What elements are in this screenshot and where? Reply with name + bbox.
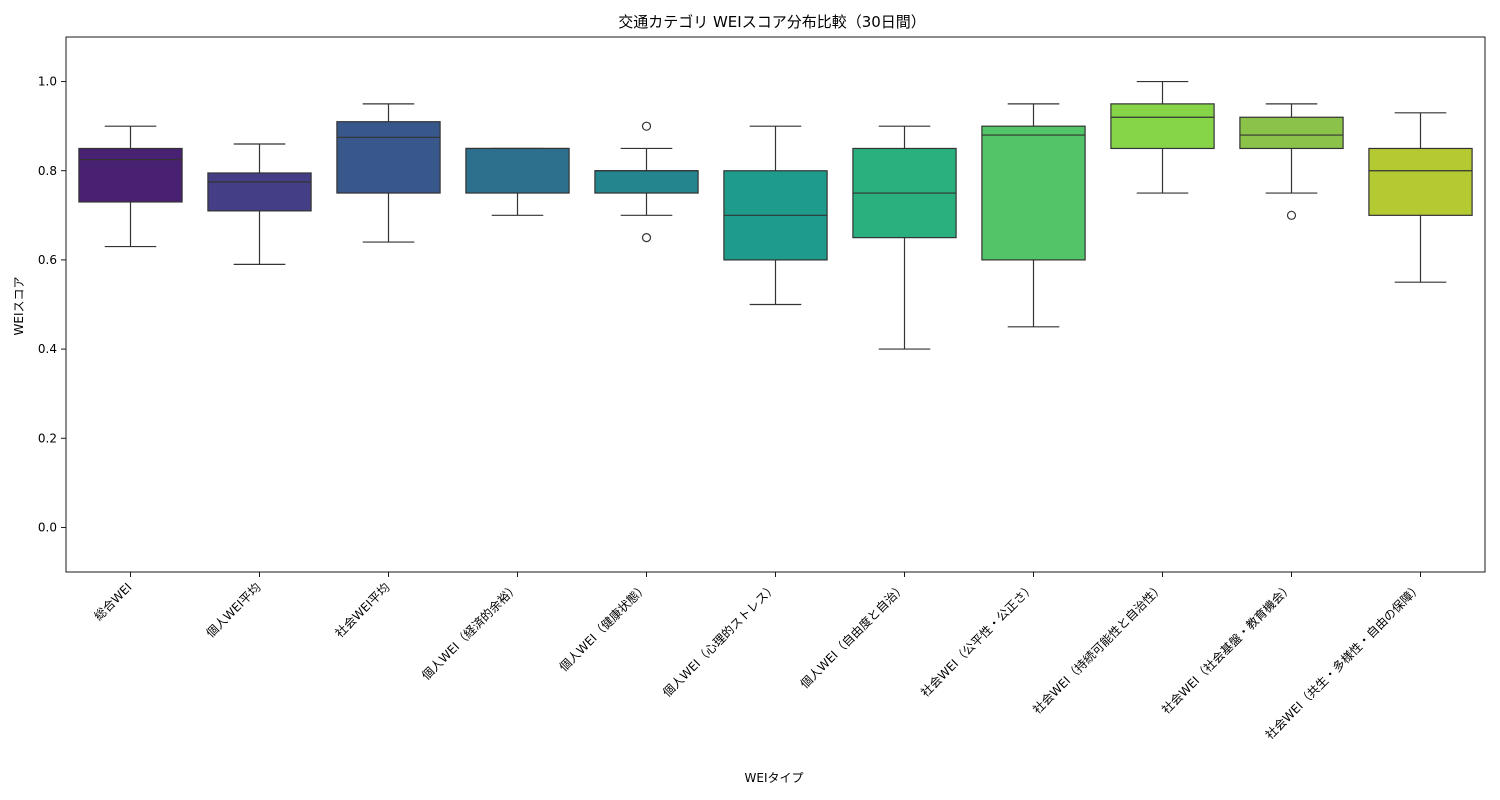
box-iqr: [336, 121, 441, 194]
outlier-point: [1286, 210, 1297, 220]
y-axis-label: WEIスコア: [12, 277, 26, 336]
box-iqr: [981, 125, 1086, 261]
box-iqr: [1368, 147, 1473, 216]
x-tick-label: 社会WEI（社会基盤・教育機会）: [1158, 580, 1295, 717]
x-tick-label: 社会WEI（持続可能性と自治性）: [1029, 580, 1166, 717]
box-iqr: [1239, 116, 1344, 150]
y-tick-label: 0.2: [38, 431, 57, 445]
x-tick-label: 総合WEI: [91, 580, 135, 624]
x-tick-label: 社会WEI平均: [332, 580, 393, 641]
x-tick-label: 個人WEI（経済的余裕）: [418, 580, 521, 683]
outlier-point: [641, 233, 652, 243]
y-tick-label: 0.6: [38, 253, 57, 267]
box-iqr: [465, 147, 570, 194]
x-axis-label: WEIタイプ: [745, 771, 804, 785]
x-tick-label: 個人WEI（自由度と自治）: [797, 580, 909, 692]
box-iqr: [78, 147, 183, 203]
x-tick-label: 社会WEI（共生・多様性・自由の保障）: [1262, 580, 1425, 743]
y-tick-label: 1.0: [38, 75, 57, 89]
y-tick-label: 0.8: [38, 164, 57, 178]
x-tick-label: 社会WEI（公平性・公正さ）: [917, 580, 1037, 700]
y-tick-label: 0.4: [38, 342, 57, 356]
box-iqr: [594, 170, 699, 194]
outlier-point: [641, 121, 652, 131]
y-tick-label: 0.0: [38, 520, 57, 534]
box-iqr: [207, 172, 312, 212]
box-iqr: [1110, 103, 1215, 150]
x-tick-label: 個人WEI（心理的ストレス）: [659, 580, 779, 700]
x-tick-label: 個人WEI（健康状態）: [556, 580, 651, 675]
x-tick-label: 個人WEI平均: [204, 580, 264, 640]
chart-title: 交通カテゴリ WEIスコア分布比較（30日間）: [618, 13, 926, 31]
